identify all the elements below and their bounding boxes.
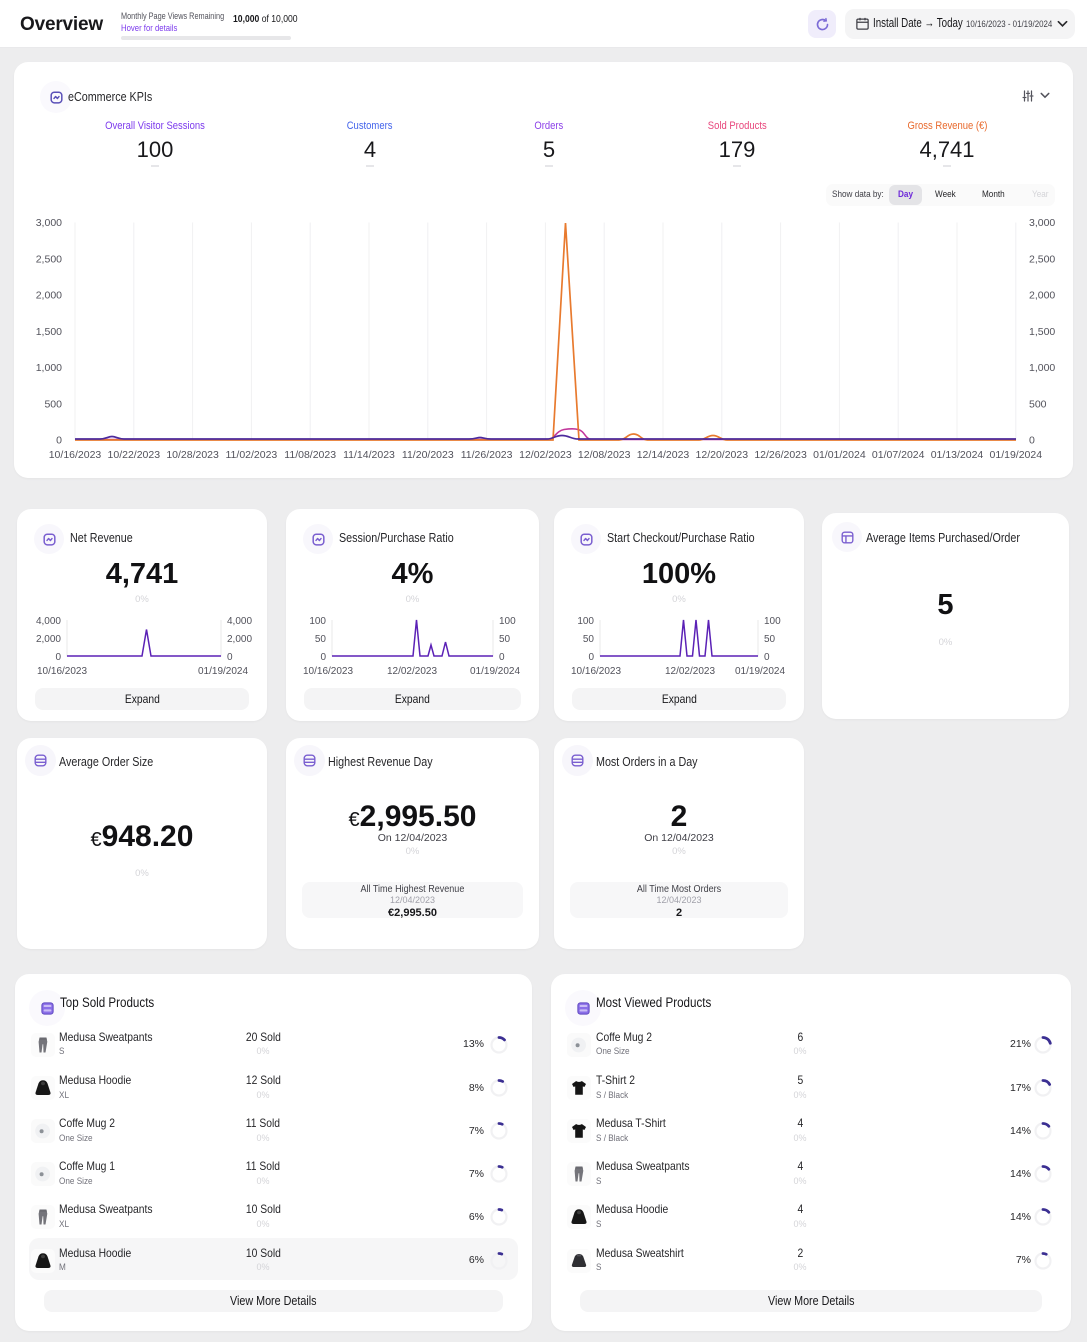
svg-text:10/16/2023: 10/16/2023: [49, 449, 102, 461]
svg-text:10/16/2023: 10/16/2023: [303, 666, 353, 677]
svg-text:3,000: 3,000: [1029, 217, 1055, 229]
svg-text:50: 50: [764, 634, 776, 645]
svg-text:2,000: 2,000: [36, 634, 61, 645]
svg-text:50: 50: [315, 634, 327, 645]
svg-text:3,000: 3,000: [36, 217, 62, 229]
svg-text:12/14/2023: 12/14/2023: [637, 449, 690, 461]
svg-text:12/20/2023: 12/20/2023: [696, 449, 749, 461]
svg-text:10/16/2023: 10/16/2023: [571, 666, 621, 677]
svg-text:01/19/2024: 01/19/2024: [470, 666, 520, 677]
svg-text:500: 500: [44, 399, 62, 411]
svg-text:11/02/2023: 11/02/2023: [226, 449, 278, 461]
svg-text:0: 0: [320, 652, 326, 663]
svg-text:1,500: 1,500: [1029, 326, 1055, 338]
svg-text:0: 0: [56, 435, 62, 447]
svg-text:12/02/2023: 12/02/2023: [665, 666, 715, 677]
svg-text:2,500: 2,500: [1029, 254, 1055, 266]
svg-text:1,500: 1,500: [36, 326, 62, 338]
svg-text:1,000: 1,000: [36, 362, 62, 374]
svg-text:0: 0: [764, 652, 770, 663]
svg-text:4,000: 4,000: [36, 616, 61, 627]
svg-text:2,000: 2,000: [36, 290, 62, 302]
svg-text:10/28/2023: 10/28/2023: [166, 449, 219, 461]
svg-text:0: 0: [55, 652, 61, 663]
svg-text:12/02/2023: 12/02/2023: [387, 666, 437, 677]
svg-text:100: 100: [577, 616, 594, 627]
svg-text:01/01/2024: 01/01/2024: [813, 449, 866, 461]
svg-text:01/19/2024: 01/19/2024: [198, 666, 248, 677]
svg-text:10/16/2023: 10/16/2023: [37, 666, 87, 677]
svg-text:11/14/2023: 11/14/2023: [343, 449, 395, 461]
svg-text:4,000: 4,000: [227, 616, 252, 627]
svg-text:12/26/2023: 12/26/2023: [754, 449, 807, 461]
svg-text:12/02/2023: 12/02/2023: [519, 449, 572, 461]
svg-text:01/13/2024: 01/13/2024: [931, 449, 984, 461]
svg-text:11/26/2023: 11/26/2023: [461, 449, 513, 461]
svg-text:500: 500: [1029, 399, 1047, 411]
svg-text:0: 0: [1029, 435, 1035, 447]
svg-text:100: 100: [764, 616, 781, 627]
svg-text:100: 100: [499, 616, 516, 627]
svg-text:0: 0: [227, 652, 233, 663]
svg-text:2,000: 2,000: [227, 634, 252, 645]
svg-text:2,500: 2,500: [36, 254, 62, 266]
svg-text:01/07/2024: 01/07/2024: [872, 449, 925, 461]
svg-text:2,000: 2,000: [1029, 290, 1055, 302]
svg-text:50: 50: [499, 634, 511, 645]
svg-text:10/22/2023: 10/22/2023: [108, 449, 161, 461]
svg-text:11/08/2023: 11/08/2023: [284, 449, 336, 461]
svg-text:100: 100: [309, 616, 326, 627]
svg-text:50: 50: [583, 634, 595, 645]
svg-text:12/08/2023: 12/08/2023: [578, 449, 631, 461]
svg-text:1,000: 1,000: [1029, 362, 1055, 374]
svg-text:01/19/2024: 01/19/2024: [735, 666, 785, 677]
svg-text:01/19/2024: 01/19/2024: [990, 449, 1043, 461]
svg-text:0: 0: [499, 652, 505, 663]
svg-text:0: 0: [588, 652, 594, 663]
svg-text:11/20/2023: 11/20/2023: [402, 449, 454, 461]
